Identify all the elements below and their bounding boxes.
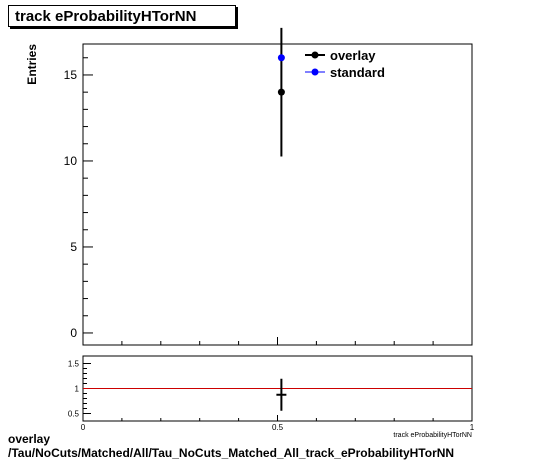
y-axis-label: Entries: [25, 44, 39, 85]
footer-path-label: /Tau/NoCuts/Matched/All/Tau_NoCuts_Match…: [8, 446, 455, 460]
ratio-y-tick-label: 1: [75, 385, 80, 394]
standard-data-point: [277, 54, 285, 62]
x-axis-label: track eProbabilityHTorNN: [393, 432, 472, 439]
legend-marker-overlay: [311, 51, 319, 59]
y-tick-label: 0: [70, 326, 77, 340]
ratio-y-tick-label: 0.5: [68, 410, 80, 419]
x-tick-label: 0.5: [272, 423, 284, 432]
legend-marker-standard: [311, 68, 319, 76]
y-tick-label: 5: [70, 240, 77, 254]
legend-label-overlay: overlay: [330, 48, 376, 63]
footer-overlay-label: overlay: [8, 432, 51, 446]
x-tick-label: 1: [470, 423, 475, 432]
x-tick-label: 0: [81, 423, 86, 432]
overlay-data-point: [277, 88, 285, 96]
legend-label-standard: standard: [330, 65, 385, 80]
chart-title: track eProbabilityHTorNN: [8, 5, 236, 27]
y-tick-label: 15: [64, 68, 78, 82]
main-plot-frame: [82, 43, 473, 346]
y-tick-label: 10: [64, 154, 78, 168]
ratio-y-tick-label: 1.5: [68, 360, 80, 369]
